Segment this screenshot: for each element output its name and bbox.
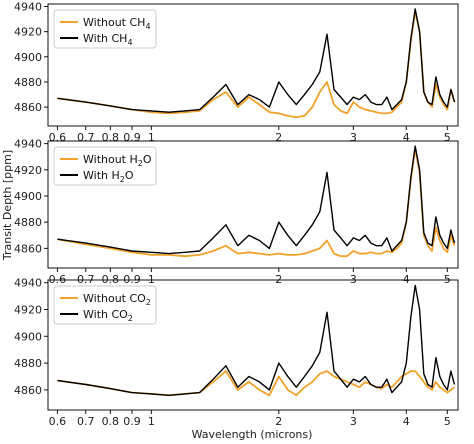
y-tick-label: 4860 — [14, 242, 42, 255]
y-tick-label: 4900 — [14, 51, 42, 64]
x-tick-label: 5 — [444, 131, 451, 144]
y-tick-label: 4900 — [14, 330, 42, 343]
x-tick-label: 0.8 — [102, 415, 120, 428]
legend-box — [53, 146, 157, 186]
x-tick-label: 5 — [444, 415, 451, 428]
legend-box — [53, 9, 157, 49]
x-tick-label: 0.6 — [49, 131, 67, 144]
series-line-with — [57, 284, 456, 396]
plot-frame — [47, 3, 459, 127]
legend-entry-with: With H2O — [83, 169, 134, 184]
legend-entry-without: Without CH4 — [83, 16, 151, 31]
legend-label-suffix: O — [143, 153, 152, 166]
y-tick-label: 4880 — [14, 357, 42, 370]
plot-frame — [47, 279, 459, 411]
series-line-with — [57, 145, 456, 255]
legend-entry-with: With CH4 — [83, 32, 133, 47]
y-tick-label: 4920 — [14, 303, 42, 316]
x-tick-label: 4 — [403, 131, 410, 144]
legend-label: With CO — [83, 308, 128, 321]
x-tick-label: 0.7 — [77, 131, 95, 144]
plot-frame — [47, 140, 459, 269]
legend-subscript: 2 — [120, 175, 125, 184]
legend-subscript: 2 — [128, 314, 133, 323]
x-tick-label: 1 — [148, 131, 155, 144]
legend-subscript: 2 — [146, 298, 151, 307]
y-tick-label: 4940 — [14, 138, 42, 151]
y-axis-label: Transit Depth [ppm] — [1, 150, 14, 261]
x-tick-label: 0.9 — [123, 131, 141, 144]
x-tick-label: 0.6 — [49, 415, 67, 428]
x-tick-label: 0.9 — [123, 415, 141, 428]
panel-3: 4860 4880 4900 4920 4940 0.6 0.7 0.8 0.9 1 2 3 4 5 Wit… — [14, 277, 459, 428]
y-tick-label: 4920 — [14, 164, 42, 177]
legend-box — [53, 285, 157, 325]
legend-entry-without: Without CO2 — [83, 292, 151, 307]
legend-label: With H — [83, 169, 120, 182]
legend-subscript: 4 — [127, 38, 132, 47]
y-tick-label: 4860 — [14, 384, 42, 397]
legend-subscript: 2 — [138, 159, 143, 168]
y-tick-label: 4860 — [14, 101, 42, 114]
x-tick-label: 3 — [350, 131, 357, 144]
legend-label-suffix: O — [125, 169, 134, 182]
panel-1: 4860 4880 4900 4920 4940 0.6 0.7 0.8 0.9 1 2 3 4 5 Wit… — [14, 1, 459, 144]
series-line-without — [57, 370, 456, 397]
x-tick-label: 2 — [275, 415, 282, 428]
legend-label: Without H — [83, 153, 138, 166]
y-tick-label: 4940 — [14, 277, 42, 290]
legend-entry-with: With CO2 — [83, 308, 133, 323]
series-line-with — [57, 8, 456, 113]
legend-subscript: 4 — [145, 22, 150, 31]
x-tick-label: 0.8 — [102, 131, 120, 144]
x-tick-label: 0.7 — [77, 415, 95, 428]
x-tick-label: 1 — [148, 415, 155, 428]
y-tick-label: 4880 — [14, 76, 42, 89]
x-tick-label: 4 — [403, 415, 410, 428]
legend-label: Without CH — [83, 16, 145, 29]
x-axis-label: Wavelength (microns) — [192, 428, 313, 441]
series-line-without — [57, 147, 456, 258]
y-tick-label: 4900 — [14, 190, 42, 203]
legend-label: With CH — [83, 32, 127, 45]
legend-entry-without: Without H2O — [83, 153, 152, 168]
x-tick-label: 3 — [350, 415, 357, 428]
y-tick-label: 4880 — [14, 216, 42, 229]
legend-label: Without CO — [83, 292, 146, 305]
x-tick-label: 2 — [275, 131, 282, 144]
y-tick-label: 4920 — [14, 26, 42, 39]
y-tick-label: 4940 — [14, 1, 42, 14]
